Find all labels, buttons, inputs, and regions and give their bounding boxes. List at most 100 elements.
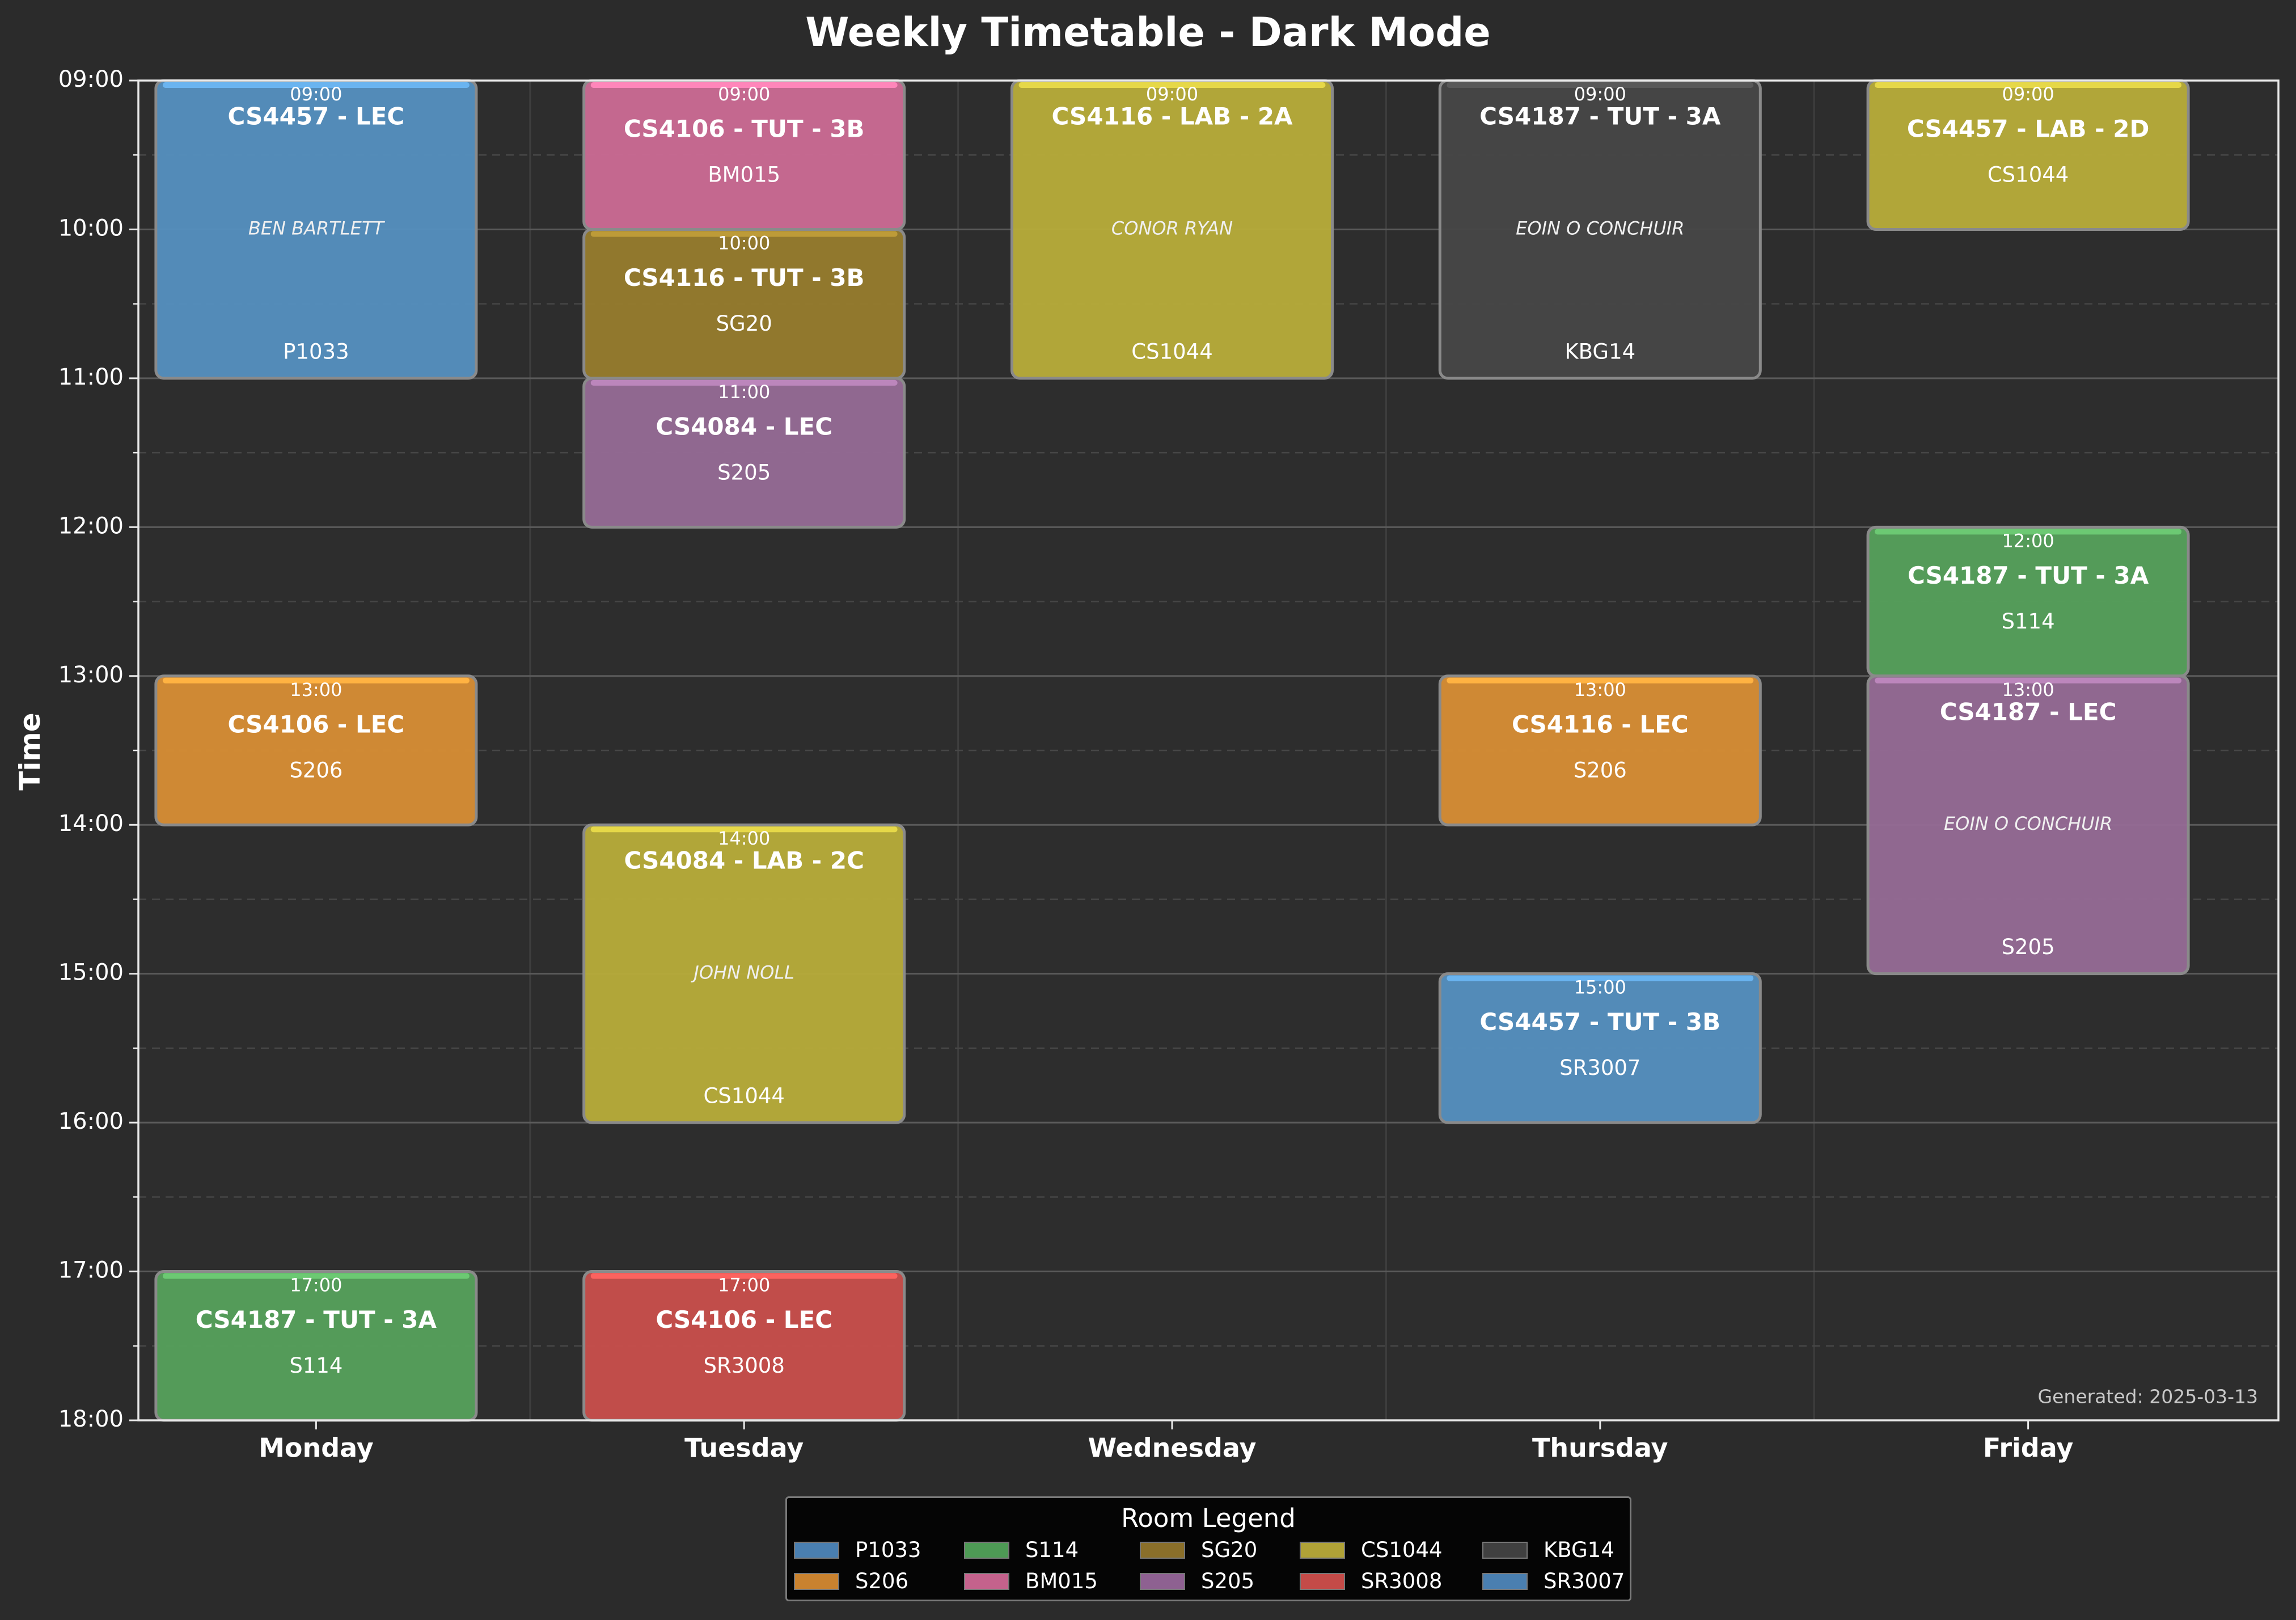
event-time: 09:00	[2002, 83, 2054, 105]
x-tick-label: Friday	[1983, 1433, 2073, 1463]
x-tick-label: Wednesday	[1088, 1433, 1256, 1463]
legend-label: KBG14	[1544, 1538, 1614, 1562]
legend-label: S206	[855, 1569, 909, 1593]
event-title: CS4187 - LEC	[1940, 698, 2117, 725]
y-tick-label: 16:00	[58, 1108, 124, 1134]
generated-date: Generated: 2025-03-13	[2038, 1386, 2258, 1408]
legend-swatch	[1140, 1542, 1185, 1559]
legend-swatch	[1482, 1573, 1528, 1590]
event-title: CS4187 - TUT - 3A	[1908, 562, 2149, 589]
event-room: SR3008	[704, 1353, 785, 1378]
event-lecturer: BEN BARTLETT	[248, 217, 386, 239]
event-title: CS4457 - LAB - 2D	[1907, 115, 2149, 143]
event-title: CS4084 - LAB - 2C	[624, 847, 864, 875]
legend-item: SR3008	[1300, 1569, 1442, 1594]
y-tick-label: 12:00	[58, 513, 124, 539]
legend-label: SR3008	[1361, 1569, 1443, 1593]
event-highlight	[1447, 677, 1754, 684]
event-highlight	[1018, 82, 1326, 88]
event-block	[582, 377, 906, 529]
event-room: S206	[289, 758, 343, 782]
event-time: 13:00	[2002, 679, 2054, 701]
event-time: 11:00	[718, 381, 770, 403]
event-time: 09:00	[290, 83, 342, 105]
x-tick-label: Tuesday	[684, 1433, 804, 1463]
event-highlight	[1447, 975, 1754, 981]
event-block	[582, 823, 906, 1124]
event-room: S205	[2002, 935, 2055, 959]
legend-label: SR3007	[1544, 1569, 1625, 1593]
event-time: 13:00	[1574, 679, 1626, 701]
y-tick-label: 10:00	[58, 215, 124, 241]
y-tick-label: 17:00	[58, 1258, 124, 1284]
x-tick-label: Thursday	[1532, 1433, 1668, 1463]
event-block	[1438, 674, 1762, 826]
event-highlight	[1875, 529, 2182, 535]
event-title: CS4106 - TUT - 3B	[624, 115, 865, 143]
legend-item: CS1044	[1300, 1538, 1442, 1563]
event-highlight	[590, 231, 898, 237]
legend-swatch	[1140, 1573, 1185, 1590]
event-highlight	[162, 677, 470, 684]
event-lecturer: EOIN O CONCHUIR	[1516, 217, 1684, 239]
event-time: 09:00	[718, 83, 770, 105]
legend-item: SR3007	[1482, 1569, 1625, 1594]
event-time: 10:00	[718, 232, 770, 254]
event-highlight	[162, 1273, 470, 1279]
legend-item: S206	[794, 1569, 908, 1594]
chart-title: Weekly Timetable - Dark Mode	[805, 9, 1491, 56]
y-tick-label: 14:00	[58, 811, 124, 837]
event-lecturer: JOHN NOLL	[690, 962, 794, 984]
event-highlight	[590, 1273, 898, 1279]
legend-swatch	[794, 1573, 839, 1590]
event-room: S205	[717, 460, 771, 484]
y-tick-label: 11:00	[58, 364, 124, 390]
event-title: CS4116 - LAB - 2A	[1051, 103, 1293, 130]
legend-label: SG20	[1201, 1538, 1258, 1562]
x-tick-label: Monday	[259, 1433, 374, 1463]
event-title: CS4187 - TUT - 3A	[1479, 103, 1721, 130]
event-room: P1033	[283, 339, 349, 364]
event-block	[1438, 972, 1762, 1124]
legend-title: Room Legend	[1121, 1503, 1296, 1533]
legend-swatch	[794, 1542, 839, 1559]
legend-swatch	[1300, 1573, 1345, 1590]
legend-label: P1033	[855, 1538, 921, 1562]
event-room: KBG14	[1565, 339, 1635, 364]
event-room: CS1044	[703, 1084, 784, 1108]
legend-item: BM015	[964, 1569, 1098, 1594]
event-highlight	[590, 826, 898, 833]
event-title: CS4084 - LEC	[656, 412, 832, 440]
event-title: CS4106 - LEC	[656, 1306, 832, 1334]
legend-label: BM015	[1025, 1569, 1098, 1593]
event-title: CS4187 - TUT - 3A	[196, 1306, 437, 1334]
legend-swatch	[1300, 1542, 1345, 1559]
event-room: S114	[2002, 609, 2055, 634]
event-highlight	[1875, 677, 2182, 684]
event-title: CS4116 - LEC	[1512, 710, 1689, 738]
event-room: S206	[1574, 758, 1627, 782]
event-highlight	[162, 82, 470, 88]
event-time: 12:00	[2002, 530, 2054, 551]
event-room: S114	[289, 1353, 343, 1378]
event-title: CS4457 - TUT - 3B	[1479, 1008, 1720, 1036]
event-room: CS1044	[1988, 163, 2069, 187]
event-room: SR3007	[1559, 1056, 1640, 1080]
event-title: CS4106 - LEC	[228, 710, 405, 738]
legend-item: SG20	[1140, 1538, 1257, 1563]
event-block	[154, 674, 478, 826]
event-title: CS4457 - LEC	[228, 103, 405, 130]
event-time: 13:00	[290, 679, 342, 701]
legend-item: S114	[964, 1538, 1079, 1563]
event-lecturer: EOIN O CONCHUIR	[1944, 813, 2112, 834]
legend-item: S205	[1140, 1569, 1254, 1594]
event-highlight	[590, 82, 898, 88]
legend-swatch	[1482, 1542, 1528, 1559]
event-room: CS1044	[1131, 339, 1212, 364]
event-block	[1866, 674, 2190, 976]
event-room: BM015	[708, 163, 780, 187]
event-time: 17:00	[290, 1275, 342, 1296]
event-time: 15:00	[1574, 977, 1626, 998]
y-tick-label: 15:00	[58, 960, 124, 986]
